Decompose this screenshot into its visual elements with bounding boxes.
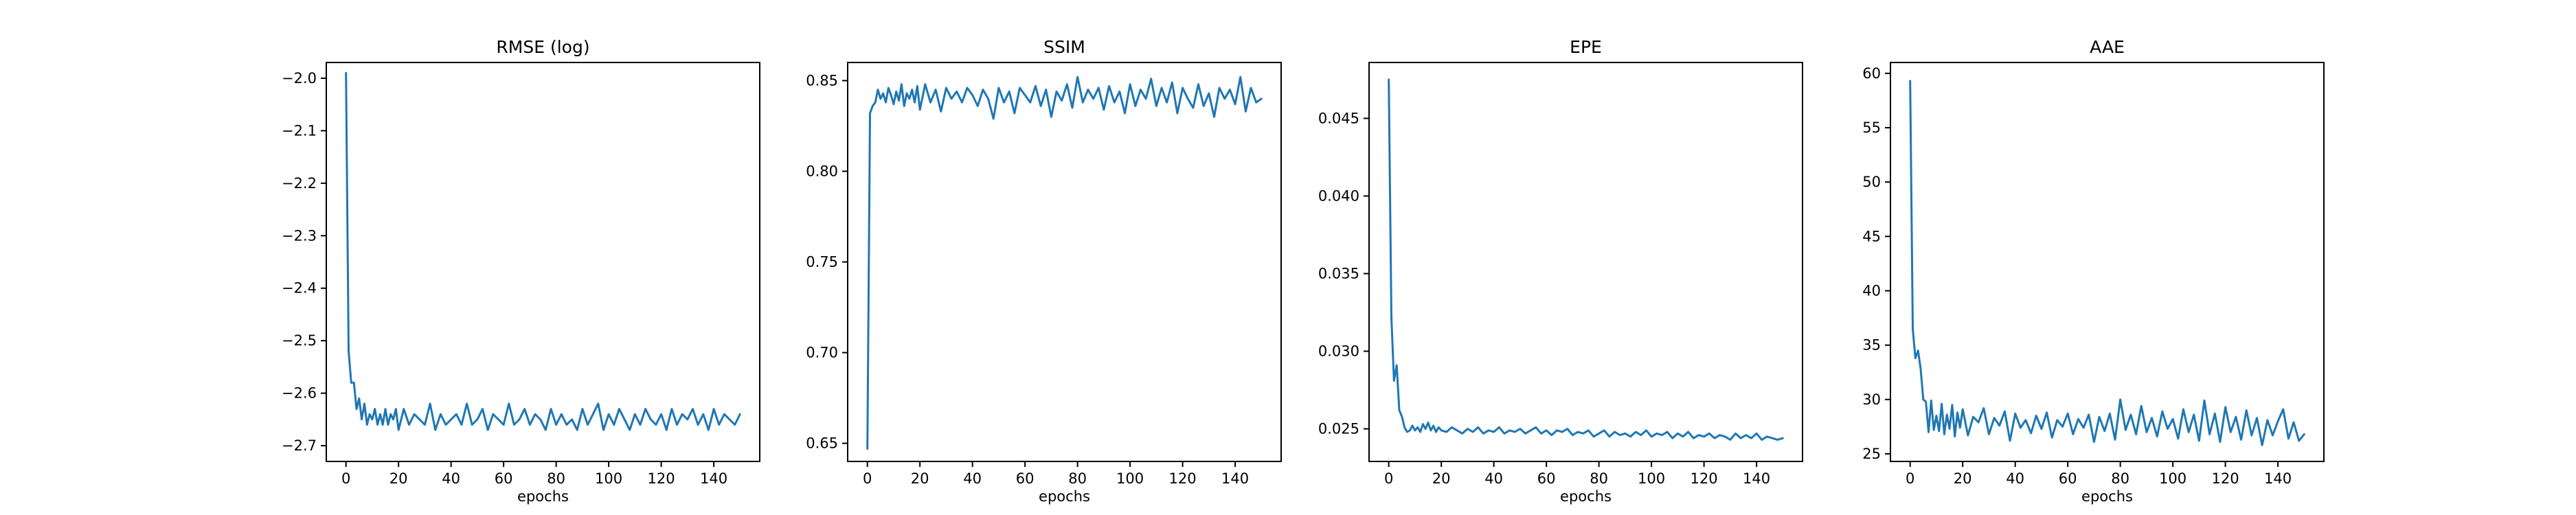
x-tick-label: 0 — [341, 470, 350, 487]
epe-line — [1388, 78, 1784, 441]
y-tick-label: 0.65 — [806, 435, 838, 452]
x-tick-label: 40 — [1484, 470, 1503, 487]
x-tick-label: 100 — [1638, 470, 1665, 487]
x-tick-label: 120 — [1169, 470, 1197, 487]
x-axis-label: epochs — [2081, 488, 2133, 505]
y-tick-label: 0.035 — [1318, 265, 1359, 282]
y-tick-label: 0.80 — [806, 163, 838, 179]
y-tick-label: 0.045 — [1318, 110, 1359, 126]
x-tick-label: 140 — [2264, 470, 2292, 487]
y-tick-label: 30 — [1862, 391, 1881, 408]
y-tick-label: 0.85 — [806, 72, 838, 89]
y-tick-label: −2.1 — [282, 122, 317, 139]
y-tick-label: 35 — [1862, 337, 1881, 354]
y-tick-label: 60 — [1862, 65, 1881, 82]
y-tick-label: −2.7 — [282, 437, 317, 454]
x-tick-label: 40 — [442, 470, 460, 487]
plot-frame — [1368, 62, 1803, 462]
x-tick-label: 0 — [1906, 470, 1914, 487]
x-tick-label: 20 — [911, 470, 929, 487]
x-axis-label: epochs — [1039, 488, 1090, 505]
y-tick-label: −2.4 — [282, 280, 317, 297]
y-tick-label: 0.030 — [1318, 343, 1359, 359]
axis-ticks: 0 20 40 60 80 100 120 140 −2.0 −2.1 −2.2 −2.3 −2.4 −2… — [282, 70, 727, 487]
y-tick-label: −2.3 — [282, 227, 317, 244]
aae-line — [1909, 80, 2305, 446]
x-tick-label: 120 — [648, 470, 675, 487]
x-tick-label: 20 — [1954, 470, 1972, 487]
axis-ticks: 0 20 40 60 80 100 120 140 25 30 35 40 45 50 55 60 — [1862, 65, 2292, 487]
x-tick-label: 80 — [547, 470, 565, 487]
y-tick-label: 55 — [1862, 119, 1881, 136]
x-tick-label: 60 — [1537, 470, 1556, 487]
panel-title: EPE — [1570, 37, 1602, 57]
y-tick-label: 0.025 — [1318, 421, 1359, 437]
x-tick-label: 100 — [1116, 470, 1144, 487]
y-tick-label: 45 — [1862, 228, 1881, 244]
x-axis-label: epochs — [517, 488, 569, 505]
axis-ticks: 0 20 40 60 80 100 120 140 0.65 0.70 0.75 0.80 0.85 — [806, 72, 1249, 487]
rmse-log-panel: RMSE (log) epochs 0 20 40 60 80 100 120 140 −2.0… — [282, 37, 760, 505]
y-tick-label: 50 — [1862, 174, 1881, 190]
plot-frame — [326, 62, 760, 462]
x-tick-label: 40 — [963, 470, 982, 487]
x-tick-label: 120 — [1691, 470, 1718, 487]
x-tick-label: 60 — [1016, 470, 1035, 487]
panel-title: RMSE (log) — [496, 37, 589, 57]
ssim-line — [866, 76, 1263, 450]
y-tick-label: −2.0 — [282, 70, 317, 87]
y-tick-label: 40 — [1862, 282, 1881, 299]
y-tick-label: 25 — [1862, 446, 1881, 462]
y-tick-label: 0.75 — [806, 254, 838, 271]
y-tick-label: 0.70 — [806, 345, 838, 361]
x-tick-label: 60 — [495, 470, 513, 487]
x-tick-label: 120 — [2212, 470, 2239, 487]
x-tick-label: 20 — [389, 470, 408, 487]
x-tick-label: 0 — [1384, 470, 1393, 487]
y-tick-label: −2.6 — [282, 385, 317, 402]
panel-title: SSIM — [1043, 37, 1085, 57]
x-tick-label: 100 — [595, 470, 622, 487]
y-tick-label: −2.5 — [282, 332, 317, 349]
y-tick-label: −2.2 — [282, 175, 317, 192]
x-tick-label: 80 — [2111, 470, 2129, 487]
rmse-log-line — [345, 71, 741, 431]
x-tick-label: 80 — [1068, 470, 1087, 487]
axis-ticks: 0 20 40 60 80 100 120 140 0.025 0.030 0.035 0.040 0.… — [1318, 110, 1770, 487]
epe-panel: EPE epochs 0 20 40 60 80 100 120 1400.0250.0300… — [1318, 37, 1803, 505]
x-tick-label: 140 — [1743, 470, 1770, 487]
plot-frame — [1890, 62, 2325, 462]
x-tick-label: 20 — [1432, 470, 1451, 487]
y-tick-label: 0.040 — [1318, 187, 1359, 204]
x-tick-label: 140 — [700, 470, 727, 487]
aae-panel: AAE epochs 0 20 40 60 80 100 120 140 25 30 35 40 45 5… — [1862, 37, 2325, 505]
x-tick-label: 100 — [2159, 470, 2187, 487]
x-tick-label: 80 — [1590, 470, 1608, 487]
x-tick-label: 140 — [1221, 470, 1249, 487]
x-axis-label: epochs — [1560, 488, 1612, 505]
ssim-panel: SSIM epochs 0 20 40 60 80 100 120 140 0.65 0.70 0.… — [806, 37, 1282, 505]
x-tick-label: 60 — [2059, 470, 2077, 487]
x-tick-label: 40 — [2006, 470, 2024, 487]
plot-frame — [847, 62, 1282, 462]
panel-title: AAE — [2090, 37, 2125, 57]
x-tick-label: 0 — [863, 470, 872, 487]
